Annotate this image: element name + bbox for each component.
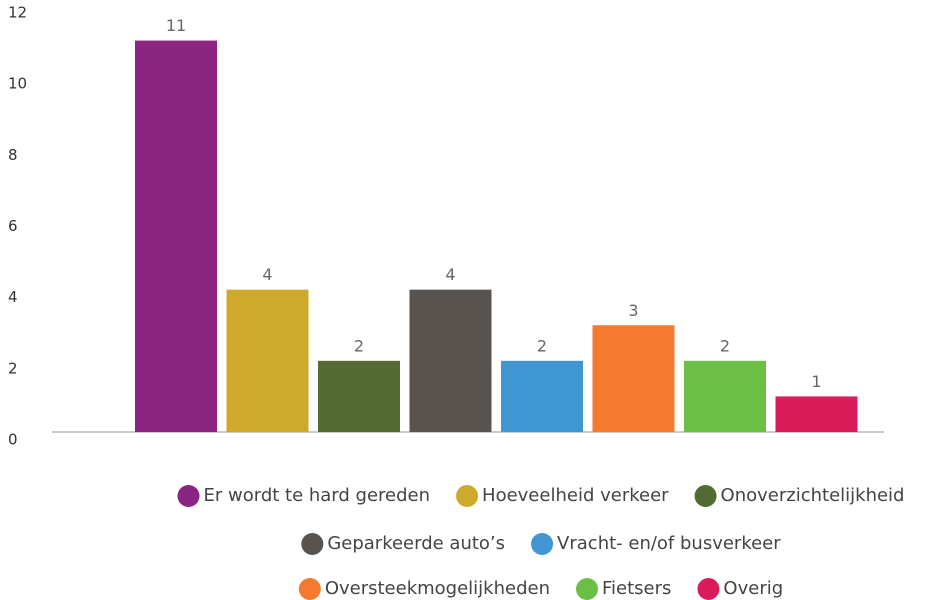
y-tick-label: 12 (8, 4, 27, 22)
legend-marker (697, 578, 720, 600)
legend-marker (531, 533, 554, 555)
legend-marker (301, 533, 324, 555)
legend-label: Oversteekmogelijkheden (325, 578, 550, 599)
y-tick-label: 6 (8, 217, 18, 235)
bar (226, 289, 309, 432)
legend-marker (694, 485, 717, 507)
legend-marker (177, 485, 200, 507)
legend-label: Overig (723, 578, 783, 599)
value-label: 11 (166, 16, 186, 35)
value-label: 4 (262, 265, 272, 284)
bar (775, 396, 858, 432)
legend-marker (456, 485, 479, 507)
bar (684, 360, 766, 432)
legend-label: Vracht- en/of busverkeer (557, 533, 781, 554)
y-tick-label: 0 (8, 431, 18, 449)
bar (592, 325, 675, 432)
value-label: 4 (445, 265, 455, 284)
value-label: 1 (811, 372, 821, 391)
legend-label: Onoverzichtelijkheid (721, 485, 905, 506)
y-tick-label: 8 (8, 146, 18, 164)
y-tick-label: 10 (8, 75, 27, 93)
bar (135, 40, 217, 432)
legend-label: Geparkeerde auto’s (327, 533, 505, 554)
legend-marker (298, 578, 321, 600)
legend-marker (576, 578, 599, 600)
bar (318, 360, 400, 432)
legend-label: Er wordt te hard gereden (204, 485, 431, 506)
value-label: 2 (537, 336, 547, 355)
value-label: 2 (354, 336, 364, 355)
bar (501, 360, 583, 432)
y-tick-label: 4 (8, 288, 18, 306)
legend-label: Fietsers (602, 578, 671, 599)
legend-label: Hoeveelheid verkeer (482, 485, 669, 506)
value-label: 2 (720, 336, 730, 355)
y-tick-label: 2 (8, 359, 18, 377)
bar (409, 289, 492, 432)
value-label: 3 (628, 301, 638, 320)
